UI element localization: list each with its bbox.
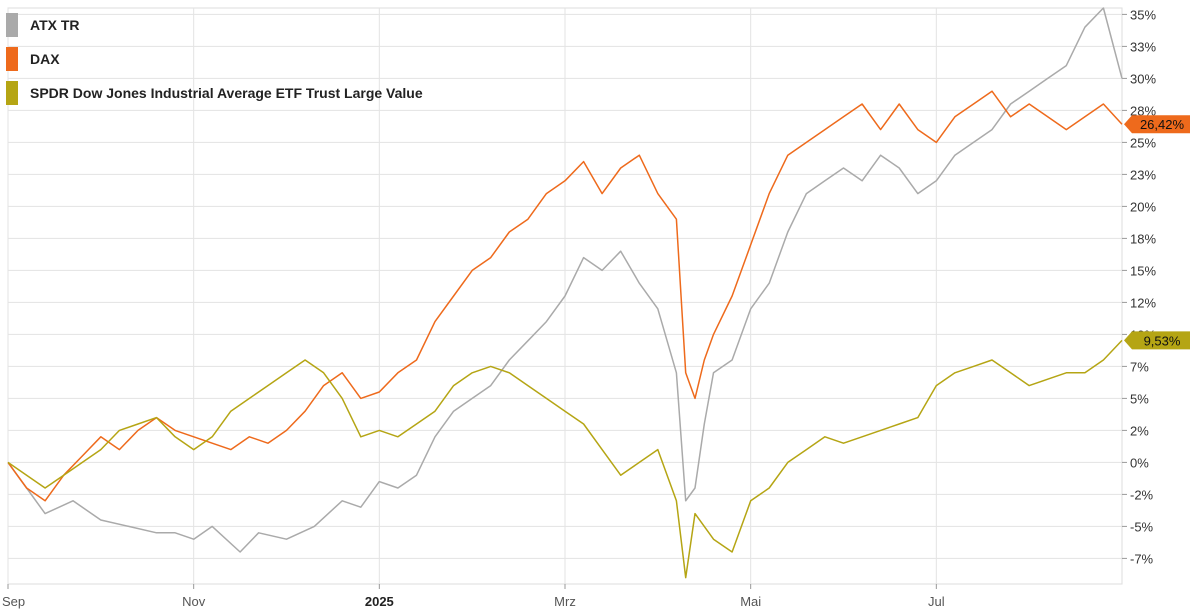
end-value-label-1: 26,42% [1140, 117, 1185, 132]
y-tick-label: 30% [1130, 71, 1156, 86]
y-tick-label: 7% [1130, 359, 1149, 374]
end-value-tag-2 [1124, 331, 1190, 350]
legend-item-spdr[interactable]: SPDR Dow Jones Industrial Average ETF Tr… [6, 76, 423, 110]
legend-label-atx: ATX TR [30, 17, 80, 33]
x-tick-label: Sep [2, 594, 25, 609]
legend-label-dax: DAX [30, 51, 60, 67]
y-tick-label: 2% [1130, 423, 1149, 438]
y-tick-label: -2% [1130, 487, 1154, 502]
x-tick-label: Mai [740, 594, 761, 609]
y-tick-label: 5% [1130, 391, 1149, 406]
y-tick-label: 35% [1130, 7, 1156, 22]
y-tick-label: 20% [1130, 199, 1156, 214]
x-tick-label: Mrz [554, 594, 576, 609]
y-tick-label: 15% [1130, 263, 1156, 278]
x-tick-label: 2025 [365, 594, 394, 609]
series-line-0 [7, 7, 1123, 553]
y-tick-label: 33% [1130, 39, 1156, 54]
end-value-label-2: 9,53% [1144, 333, 1181, 348]
legend-swatch-atx [6, 13, 18, 37]
end-value-tag-1 [1124, 115, 1190, 134]
legend-swatch-spdr [6, 81, 18, 105]
chart-legend: ATX TR DAX SPDR Dow Jones Industrial Ave… [6, 8, 423, 110]
y-tick-label: -5% [1130, 519, 1154, 534]
x-tick-label: Jul [928, 594, 945, 609]
y-tick-label: -7% [1130, 551, 1154, 566]
x-tick-label: Nov [182, 594, 206, 609]
legend-item-atx[interactable]: ATX TR [6, 8, 423, 42]
series-line-1 [7, 90, 1123, 502]
legend-item-dax[interactable]: DAX [6, 42, 423, 76]
y-tick-label: 28% [1130, 103, 1156, 118]
y-tick-label: 12% [1130, 295, 1156, 310]
legend-swatch-dax [6, 47, 18, 71]
legend-label-spdr: SPDR Dow Jones Industrial Average ETF Tr… [30, 85, 423, 101]
series-line-2 [7, 339, 1123, 579]
y-tick-label: 23% [1130, 167, 1156, 182]
y-tick-label: 18% [1130, 231, 1156, 246]
y-tick-label: 25% [1130, 135, 1156, 150]
y-tick-label: 0% [1130, 455, 1149, 470]
